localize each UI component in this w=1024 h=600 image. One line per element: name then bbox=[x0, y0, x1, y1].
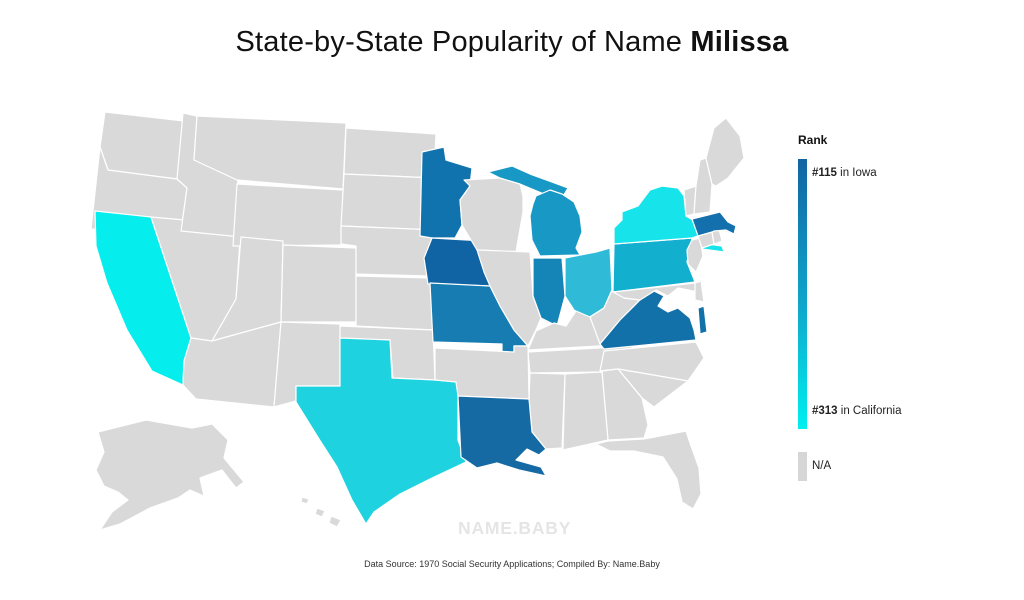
legend-bottom-rank: #313 bbox=[812, 405, 838, 417]
watermark-logo: NAME.BABY bbox=[448, 503, 571, 547]
page-title: State-by-State Popularity of Name Miliss… bbox=[0, 26, 1024, 59]
state-alabama bbox=[562, 371, 609, 451]
state-florida bbox=[595, 430, 702, 510]
legend-gradient-bar bbox=[798, 159, 807, 429]
state-kansas bbox=[355, 275, 434, 331]
legend-bottom-label: #313 in California bbox=[812, 405, 902, 417]
legend-title: Rank bbox=[798, 133, 828, 147]
watermark-text: NAME.BABY bbox=[458, 518, 571, 538]
states-group bbox=[90, 111, 745, 531]
watermark-flag-icon bbox=[448, 503, 505, 547]
state-hawaii-island-3 bbox=[328, 515, 342, 528]
state-virginia-eastern-shore bbox=[697, 305, 708, 335]
source-note: Data Source: 1970 Social Security Applic… bbox=[364, 559, 660, 569]
legend-top-suffix: in Iowa bbox=[836, 167, 877, 179]
state-delaware bbox=[694, 280, 705, 303]
state-massachusetts bbox=[691, 211, 737, 237]
state-washington bbox=[99, 111, 185, 180]
state-wyoming bbox=[232, 183, 344, 247]
state-hawaii-island-1 bbox=[300, 496, 310, 505]
state-maine bbox=[705, 117, 745, 187]
state-louisiana bbox=[457, 395, 547, 477]
state-hawaii-island-2 bbox=[314, 507, 326, 518]
state-colorado bbox=[280, 244, 357, 323]
legend-top-rank: #115 bbox=[812, 167, 837, 179]
legend-na-label: N/A bbox=[812, 460, 832, 472]
state-montana bbox=[193, 115, 347, 190]
legend-bottom-suffix: in California bbox=[837, 405, 902, 417]
title-prefix: State-by-State Popularity of Name bbox=[235, 26, 691, 58]
title-name: Milissa bbox=[690, 26, 789, 58]
state-alaska bbox=[95, 419, 245, 531]
state-michigan-upper-peninsula bbox=[487, 165, 569, 199]
state-michigan bbox=[529, 189, 583, 257]
state-new-york bbox=[613, 185, 699, 245]
legend-na-swatch bbox=[798, 452, 807, 481]
legend-top-label: #115 in Iowa bbox=[812, 167, 877, 179]
state-texas bbox=[295, 337, 467, 525]
